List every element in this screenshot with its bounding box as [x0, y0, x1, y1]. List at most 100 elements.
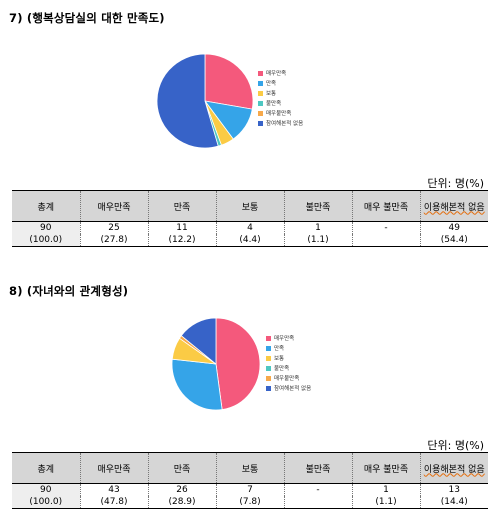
header-cell: 만족 — [147, 190, 216, 222]
unit-label-q8: 단위: 명(%) — [427, 439, 484, 452]
count-cell: 43 — [79, 483, 148, 496]
header-cell: 보통 — [215, 452, 284, 484]
legend-item: 보통 — [266, 353, 311, 363]
legend-swatch — [266, 335, 271, 341]
legend-item: 보통 — [258, 88, 303, 98]
legend-item: 불만족 — [258, 98, 303, 108]
table-header-row: 총계 매우만족 만족 보통 불만족 매우 불만족 이용해본적 없음 — [12, 452, 488, 484]
percent-cell: (27.8) — [79, 234, 148, 247]
unit-label-q7: 단위: 명(%) — [427, 177, 484, 190]
stats-table-q8: 총계 매우만족 만족 보통 불만족 매우 불만족 이용해본적 없음 90 43 … — [12, 452, 488, 509]
percent-cell: (100.0) — [12, 234, 80, 247]
pie-slice-참여해본적 없음 — [180, 317, 217, 365]
count-cell: 11 — [147, 221, 216, 234]
legend-swatch — [258, 110, 263, 116]
legend-label: 매우만족 — [266, 71, 287, 77]
legend-swatch — [258, 80, 263, 86]
legend-swatch — [258, 100, 263, 106]
table-row-percents: (100.0) (47.8) (28.9) (7.8) (1.1) (14.4) — [12, 496, 488, 509]
header-cell-label: 이용해본적 없음 — [423, 202, 485, 213]
count-cell: 7 — [215, 483, 284, 496]
legend-swatch — [266, 355, 271, 361]
legend-item: 매우불만족 — [258, 108, 303, 118]
pie-chart-q8 — [171, 317, 261, 411]
header-cell: 총계 — [12, 452, 80, 484]
legend-swatch — [266, 345, 271, 351]
legend-swatch — [258, 90, 263, 96]
legend-swatch — [258, 70, 263, 76]
legend-q7: 매우만족 만족 보통 불만족 매우불만족 참여해본적 없음 — [258, 68, 303, 128]
count-cell: - — [283, 483, 352, 496]
legend-label: 불만족 — [274, 366, 290, 372]
legend-item: 만족 — [258, 78, 303, 88]
legend-label: 만족 — [266, 81, 277, 87]
legend-label: 보통 — [266, 91, 277, 97]
count-cell: 90 — [12, 483, 80, 496]
percent-cell: (7.8) — [215, 496, 284, 509]
legend-swatch — [266, 385, 271, 391]
header-cell: 보통 — [215, 190, 284, 222]
stats-table-q7: 총계 매우만족 만족 보통 불만족 매우 불만족 이용해본적 없음 90 25 … — [12, 190, 488, 247]
legend-label: 보통 — [274, 356, 285, 362]
percent-cell — [283, 496, 352, 509]
percent-cell: (14.4) — [419, 496, 488, 509]
legend-swatch — [258, 120, 263, 126]
legend-label: 매우불만족 — [266, 111, 292, 117]
percent-cell: (47.8) — [79, 496, 148, 509]
count-cell: 49 — [419, 221, 488, 234]
legend-label: 불만족 — [266, 101, 282, 107]
count-cell: 13 — [419, 483, 488, 496]
table-row-percents: (100.0) (27.8) (12.2) (4.4) (1.1) (54.4) — [12, 234, 488, 247]
header-cell: 매우 불만족 — [351, 452, 420, 484]
percent-cell: (4.4) — [215, 234, 284, 247]
header-cell: 총계 — [12, 190, 80, 222]
percent-cell: (54.4) — [419, 234, 488, 247]
legend-label: 매우만족 — [274, 336, 295, 342]
legend-item: 참여해본적 없음 — [258, 118, 303, 128]
percent-cell: (12.2) — [147, 234, 216, 247]
percent-cell: (100.0) — [12, 496, 80, 509]
pie-slice-매우만족 — [204, 53, 254, 110]
legend-item: 매우만족 — [266, 333, 311, 343]
count-cell: 25 — [79, 221, 148, 234]
pie-chart-q7 — [156, 53, 254, 149]
count-cell: 1 — [283, 221, 352, 234]
header-cell: 불만족 — [283, 190, 352, 222]
percent-cell — [351, 234, 420, 247]
percent-cell: (28.9) — [147, 496, 216, 509]
legend-q8: 매우만족 만족 보통 불만족 매우불만족 참여해본적 없음 — [266, 333, 311, 393]
count-cell: 4 — [215, 221, 284, 234]
legend-label: 만족 — [274, 346, 285, 352]
count-cell: - — [351, 221, 420, 234]
percent-cell: (1.1) — [351, 496, 420, 509]
legend-swatch — [266, 375, 271, 381]
header-cell: 이용해본적 없음 — [419, 452, 488, 484]
count-cell: 1 — [351, 483, 420, 496]
header-cell: 만족 — [147, 452, 216, 484]
legend-label: 참여해본적 없음 — [266, 121, 304, 127]
count-cell: 90 — [12, 221, 80, 234]
percent-cell: (1.1) — [283, 234, 352, 247]
legend-item: 참여해본적 없음 — [266, 383, 311, 393]
legend-item: 매우만족 — [258, 68, 303, 78]
pie-slice-만족 — [171, 358, 223, 411]
header-cell: 불만족 — [283, 452, 352, 484]
pie-slice-매우만족 — [215, 317, 261, 411]
legend-item: 매우불만족 — [266, 373, 311, 383]
table-header-row: 총계 매우만족 만족 보통 불만족 매우 불만족 이용해본적 없음 — [12, 190, 488, 222]
table-row-counts: 90 25 11 4 1 - 49 — [12, 221, 488, 234]
section-title-q7: 7) (행복상담실의 대한 만족도) — [9, 11, 165, 25]
legend-label: 참여해본적 없음 — [274, 386, 312, 392]
header-cell: 이용해본적 없음 — [419, 190, 488, 222]
legend-item: 불만족 — [266, 363, 311, 373]
legend-label: 매우불만족 — [274, 376, 300, 382]
header-cell: 매우만족 — [79, 452, 148, 484]
pie-slice-참여해본적 없음 — [156, 53, 219, 149]
header-cell: 매우 불만족 — [351, 190, 420, 222]
section-title-q8: 8) (자녀와의 관계형성) — [9, 284, 129, 298]
header-cell: 매우만족 — [79, 190, 148, 222]
header-cell-label: 이용해본적 없음 — [423, 464, 485, 475]
count-cell: 26 — [147, 483, 216, 496]
table-row-counts: 90 43 26 7 - 1 13 — [12, 483, 488, 496]
legend-swatch — [266, 365, 271, 371]
